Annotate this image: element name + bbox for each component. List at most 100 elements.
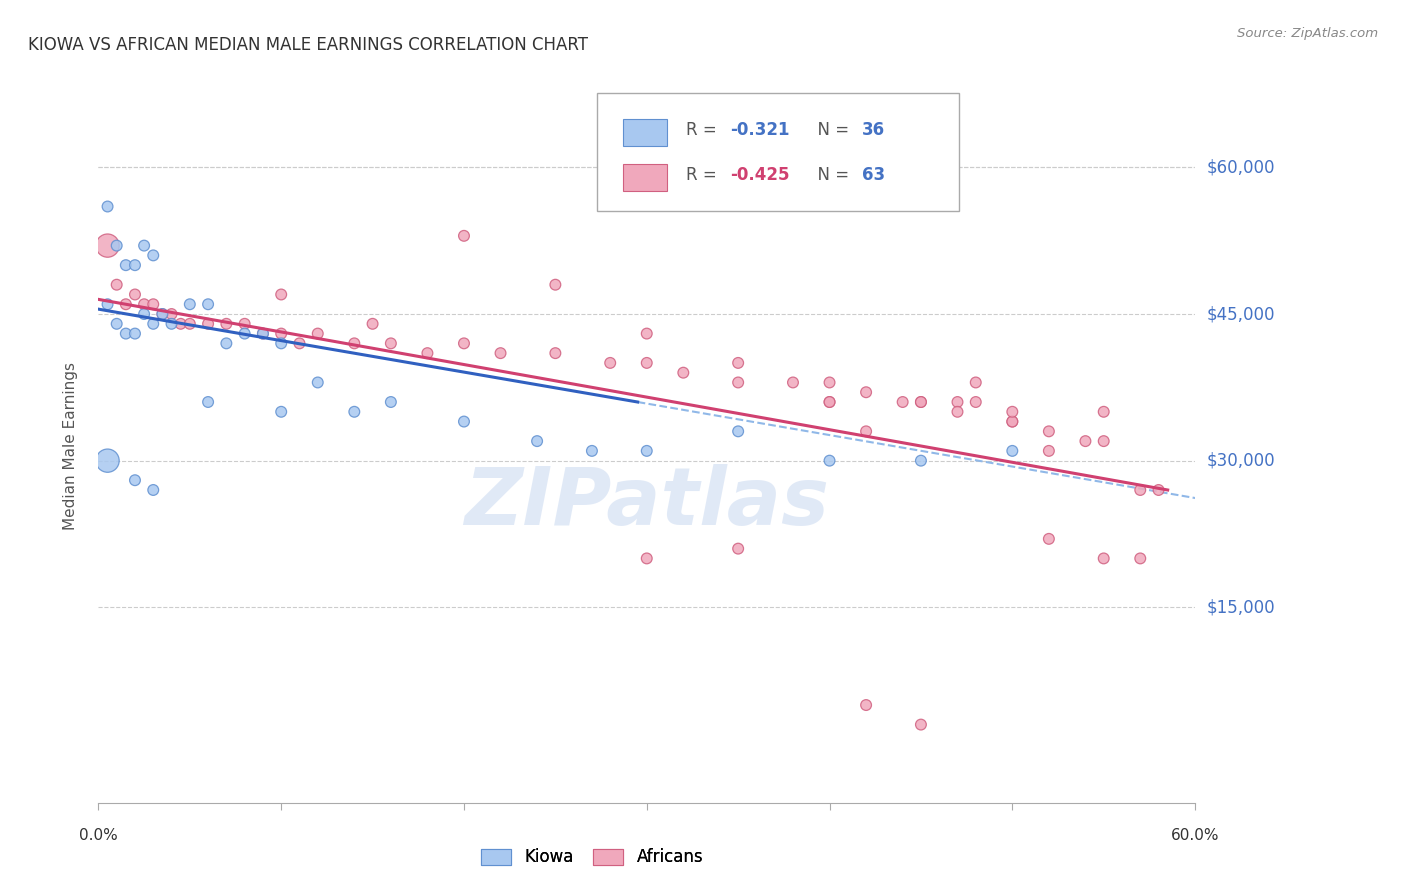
Point [115, 258, 138, 272]
Point [782, 376, 804, 390]
Point [142, 317, 165, 331]
Point [855, 385, 877, 400]
Point [215, 317, 238, 331]
Text: $15,000: $15,000 [1206, 599, 1275, 616]
Text: 63: 63 [862, 166, 884, 184]
Point [910, 395, 932, 409]
Point [124, 473, 146, 487]
Point [343, 405, 366, 419]
Point [142, 248, 165, 262]
Point [1092, 551, 1115, 566]
Point [416, 346, 439, 360]
Point [818, 395, 841, 409]
Point [132, 297, 156, 311]
Point [636, 551, 658, 566]
Text: $45,000: $45,000 [1206, 305, 1275, 323]
Point [910, 453, 932, 467]
Point [672, 366, 695, 380]
Point [132, 238, 156, 252]
Point [965, 395, 987, 409]
Point [115, 326, 138, 341]
Point [252, 326, 274, 341]
Point [380, 336, 402, 351]
Point [891, 395, 914, 409]
Point [636, 326, 658, 341]
Point [599, 356, 621, 370]
Point [152, 307, 174, 321]
Text: KIOWA VS AFRICAN MEDIAN MALE EARNINGS CORRELATION CHART: KIOWA VS AFRICAN MEDIAN MALE EARNINGS CO… [28, 36, 588, 54]
Point [946, 395, 969, 409]
Point [818, 376, 841, 390]
Point [1129, 551, 1152, 566]
Point [270, 405, 292, 419]
Point [1001, 443, 1024, 458]
Point [1038, 532, 1060, 546]
Point [453, 336, 475, 351]
Point [124, 326, 146, 341]
Point [105, 277, 128, 292]
Point [215, 336, 238, 351]
FancyBboxPatch shape [623, 163, 666, 191]
Point [124, 258, 146, 272]
Point [197, 317, 219, 331]
Point [132, 307, 156, 321]
Point [818, 395, 841, 409]
Point [910, 717, 932, 731]
Point [270, 287, 292, 301]
Point [105, 317, 128, 331]
Legend: Kiowa, Africans: Kiowa, Africans [474, 842, 710, 873]
Point [142, 297, 165, 311]
Point [142, 483, 165, 497]
FancyBboxPatch shape [598, 93, 959, 211]
FancyBboxPatch shape [623, 119, 666, 146]
Point [855, 425, 877, 439]
Point [1001, 415, 1024, 429]
Text: R =: R = [686, 121, 723, 139]
Point [343, 336, 366, 351]
Point [152, 307, 174, 321]
Point [105, 238, 128, 252]
Point [910, 395, 932, 409]
Point [453, 415, 475, 429]
Point [1092, 434, 1115, 449]
Point [179, 297, 201, 311]
Point [124, 287, 146, 301]
Point [965, 376, 987, 390]
Point [727, 541, 749, 556]
Text: N =: N = [807, 121, 855, 139]
Text: 60.0%: 60.0% [1171, 828, 1219, 843]
Point [96, 453, 120, 467]
Point [115, 297, 138, 311]
Point [361, 317, 384, 331]
Text: ZIPatlas: ZIPatlas [464, 464, 830, 542]
Point [727, 376, 749, 390]
Point [197, 297, 219, 311]
Point [1038, 425, 1060, 439]
Point [96, 297, 120, 311]
Point [288, 336, 311, 351]
Point [544, 277, 567, 292]
Point [1074, 434, 1097, 449]
Point [252, 326, 274, 341]
Point [270, 336, 292, 351]
Point [96, 200, 120, 214]
Point [170, 317, 193, 331]
Point [197, 395, 219, 409]
Point [581, 443, 603, 458]
Y-axis label: Median Male Earnings: Median Male Earnings [63, 362, 77, 530]
Point [818, 453, 841, 467]
Point [160, 307, 183, 321]
Point [307, 326, 329, 341]
Point [946, 405, 969, 419]
Point [636, 443, 658, 458]
Point [233, 326, 256, 341]
Text: 0.0%: 0.0% [79, 828, 118, 843]
Point [1129, 483, 1152, 497]
Point [270, 326, 292, 341]
Text: -0.321: -0.321 [730, 121, 790, 139]
Point [855, 698, 877, 712]
Point [1038, 443, 1060, 458]
Text: -0.425: -0.425 [730, 166, 790, 184]
Text: Source: ZipAtlas.com: Source: ZipAtlas.com [1237, 27, 1378, 40]
Point [489, 346, 512, 360]
